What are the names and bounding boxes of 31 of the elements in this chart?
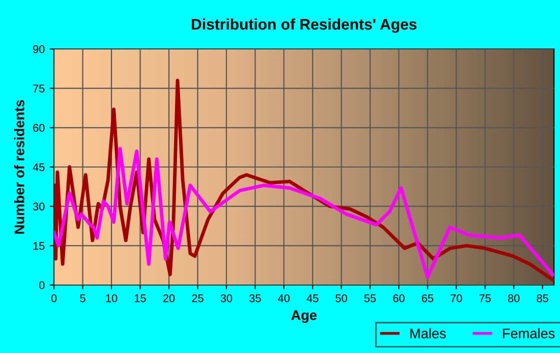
- legend-label: Males: [410, 328, 446, 338]
- y-tick-label: 60: [33, 124, 45, 132]
- y-tick-label: 30: [33, 202, 45, 210]
- x-tick-label: 60: [393, 294, 405, 302]
- x-tick-label: 30: [220, 294, 232, 302]
- x-tick-label: 65: [422, 294, 434, 302]
- y-tick-label: 90: [33, 45, 45, 54]
- x-tick-label: 45: [306, 294, 318, 302]
- line-series: [54, 146, 554, 279]
- y-tick-label: 75: [33, 84, 45, 92]
- x-tick-label: 50: [336, 294, 348, 302]
- x-tick-label: 15: [134, 294, 146, 302]
- x-tick-label: 10: [106, 294, 118, 302]
- chart-title: Distribution of Residents' Ages: [192, 18, 417, 33]
- x-tick-label: 20: [163, 294, 175, 302]
- y-tick-label: 45: [32, 163, 45, 172]
- x-tick-label: 25: [192, 294, 204, 302]
- x-tick-label: 75: [479, 294, 491, 302]
- x-tick-label: 70: [450, 294, 462, 302]
- y-axis-title: Number of residents: [14, 100, 24, 234]
- x-tick-label: 55: [364, 294, 376, 302]
- x-tick-label: 40: [278, 294, 290, 302]
- x-tick-label: 0: [51, 294, 57, 302]
- legend-label: Females: [503, 328, 555, 338]
- x-tick-label: 85: [536, 294, 548, 302]
- x-tick-label: 35: [249, 294, 261, 302]
- x-tick-label: 5: [80, 294, 86, 302]
- x-tick-label: 80: [508, 294, 520, 302]
- x-axis-title: Age: [291, 310, 317, 323]
- y-tick-label: 15: [33, 242, 45, 250]
- y-tick-label: 0: [39, 281, 45, 290]
